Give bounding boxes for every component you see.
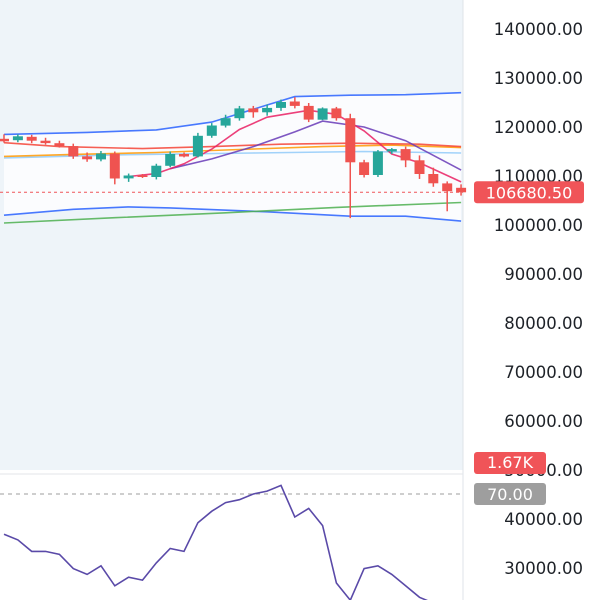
candle-body[interactable] — [234, 108, 245, 119]
price-tick-label: 40000.00 — [504, 510, 583, 529]
candle-body[interactable] — [400, 149, 411, 161]
candle-body[interactable] — [137, 175, 148, 178]
candlesticks[interactable] — [0, 97, 467, 219]
price-tick-label: 90000.00 — [504, 265, 583, 284]
last-price-label: 106680.50 — [486, 183, 573, 202]
candle-body[interactable] — [96, 153, 106, 160]
candle-body[interactable] — [192, 135, 203, 157]
candle-body[interactable] — [442, 183, 453, 192]
price-tick-label: 70000.00 — [504, 363, 583, 382]
price-tick-label: 120000.00 — [494, 118, 583, 137]
candle-body[interactable] — [372, 151, 383, 176]
candle-body[interactable] — [82, 156, 93, 160]
candle-body[interactable] — [289, 101, 300, 106]
main-pane-bg — [0, 0, 463, 470]
candle-body[interactable] — [0, 138, 9, 142]
price-tick-label: 80000.00 — [504, 314, 583, 333]
candle-body[interactable] — [68, 146, 79, 157]
candle-body[interactable] — [303, 105, 314, 120]
candle-body[interactable] — [317, 108, 328, 120]
candle-body[interactable] — [262, 107, 273, 113]
price-tick-label: 30000.00 — [504, 559, 583, 578]
candle-body[interactable] — [54, 143, 65, 147]
price-tick-label: 100000.00 — [494, 216, 583, 235]
candle-body[interactable] — [151, 165, 162, 177]
candle-body[interactable] — [206, 125, 217, 136]
candle-body[interactable] — [109, 153, 120, 179]
rsi-pane — [0, 484, 463, 600]
candle-body[interactable] — [123, 175, 134, 179]
candle-body[interactable] — [276, 102, 286, 108]
candle-body[interactable] — [40, 140, 51, 144]
rsi-badge — [474, 483, 546, 505]
bollinger-lower-line — [3, 206, 462, 222]
rsi-badge-label: 70.00 — [487, 485, 533, 504]
candle-body[interactable] — [165, 154, 176, 166]
volume-badge-label: 1.67K — [487, 453, 534, 472]
candle-body[interactable] — [359, 162, 370, 175]
candle-body[interactable] — [414, 160, 425, 174]
candle-body[interactable] — [248, 108, 259, 113]
axis-badges: 106680.50 1.67K 70.00 — [474, 181, 584, 505]
price-axis[interactable]: 140000.00 130000.00 120000.00 110000.00 1000… — [494, 20, 583, 578]
candle-body[interactable] — [386, 149, 397, 152]
price-tick-label: 60000.00 — [504, 412, 583, 431]
ma-green-line — [3, 201, 462, 224]
candle-body[interactable] — [26, 136, 37, 141]
candle-body[interactable] — [179, 154, 189, 157]
volume-badge — [474, 452, 546, 474]
ma-purple-line — [170, 120, 462, 171]
candle-body[interactable] — [428, 174, 439, 184]
rsi-line — [3, 484, 428, 600]
candle-body[interactable] — [220, 118, 231, 126]
last-price-badge — [474, 181, 584, 204]
price-tick-label: 140000.00 — [494, 20, 583, 39]
candle-body[interactable] — [456, 187, 467, 193]
candle-body[interactable] — [331, 108, 342, 119]
price-tick-label: 110000.00 — [494, 167, 583, 186]
candle-body[interactable] — [12, 136, 23, 141]
ma-pink-line — [128, 109, 462, 183]
price-tick-label: 130000.00 — [494, 69, 583, 88]
candle-body[interactable] — [345, 118, 356, 163]
